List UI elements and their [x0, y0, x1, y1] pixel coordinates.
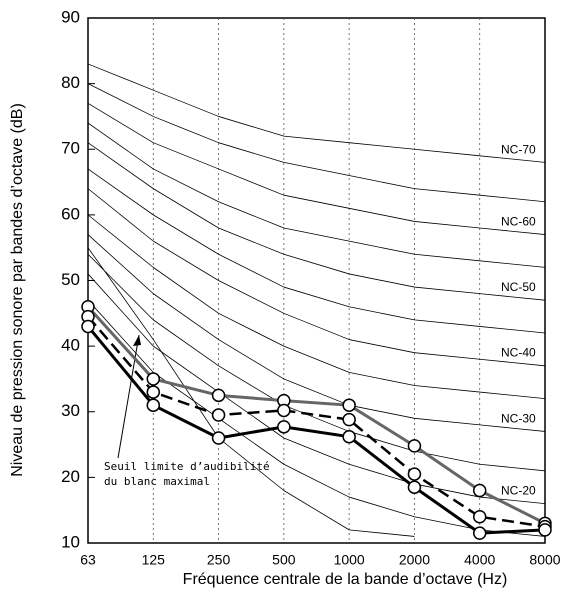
series-line	[87, 315, 546, 528]
x-tick-label: 4000	[464, 552, 495, 568]
data-point	[146, 372, 161, 386]
annotation: du blanc maximal	[104, 475, 210, 488]
arrow-head	[133, 335, 141, 346]
data-point	[211, 408, 226, 422]
curve-label: NC-50	[501, 280, 536, 294]
x-tick-label: 2000	[399, 552, 430, 568]
data-point	[146, 385, 161, 399]
data-point	[407, 467, 422, 481]
series-line	[87, 142, 546, 301]
y-tick-label: 10	[61, 532, 80, 551]
x-tick-label: 125	[142, 552, 166, 568]
curve-label: NC-60	[501, 214, 536, 228]
data-point	[472, 510, 487, 524]
data-point	[146, 398, 161, 412]
y-tick-label: 20	[61, 467, 80, 486]
y-tick-label: 80	[61, 73, 80, 92]
y-tick-label: 90	[61, 7, 80, 26]
y-tick-label: 50	[61, 270, 80, 289]
series-line	[86, 305, 546, 525]
series-line	[87, 102, 546, 235]
curve-label: NC-30	[501, 411, 536, 425]
curve-label: NC-40	[501, 346, 536, 360]
y-tick-label: 70	[61, 139, 80, 158]
series-line	[87, 168, 546, 334]
data-point	[472, 526, 487, 540]
series-line	[87, 234, 546, 432]
y-tick-label: 30	[61, 401, 80, 420]
annotation: Seuil limite d’audibilité	[104, 460, 270, 473]
x-tick-label: 1000	[334, 552, 365, 568]
data-point	[472, 483, 487, 498]
y-tick-label: 40	[61, 336, 80, 355]
data-point	[211, 431, 226, 445]
series-line	[87, 63, 546, 163]
y-tick-label: 60	[61, 204, 80, 223]
data-point	[342, 412, 356, 427]
annotation-arrow	[117, 334, 140, 459]
data-point	[407, 439, 422, 453]
series-line	[87, 188, 546, 367]
data-point	[277, 403, 291, 418]
series-line	[87, 214, 546, 400]
x-tick-label: 63	[80, 552, 96, 568]
x-tick-label: 500	[272, 552, 296, 568]
series-line	[86, 325, 546, 535]
curve-label: NC-20	[501, 484, 536, 498]
data-point	[81, 319, 95, 334]
data-point	[211, 388, 226, 403]
data-point	[538, 523, 552, 537]
series-line	[87, 253, 546, 472]
x-tick-label: 250	[207, 552, 231, 568]
data-point	[277, 420, 291, 434]
data-point	[407, 480, 422, 494]
series-line	[87, 247, 415, 537]
y-axis-label: Niveau de pression sonore par bandes d’o…	[9, 103, 26, 477]
series-line	[87, 83, 546, 203]
data-point	[342, 398, 356, 412]
data-point	[342, 429, 356, 444]
series-line	[87, 273, 546, 505]
x-axis-label: Fréquence centrale de la bande d’octave …	[183, 571, 508, 588]
curve-label: NC-70	[501, 142, 536, 156]
series-line	[87, 299, 546, 537]
series-line	[87, 122, 546, 268]
x-tick-label: 8000	[529, 552, 560, 568]
